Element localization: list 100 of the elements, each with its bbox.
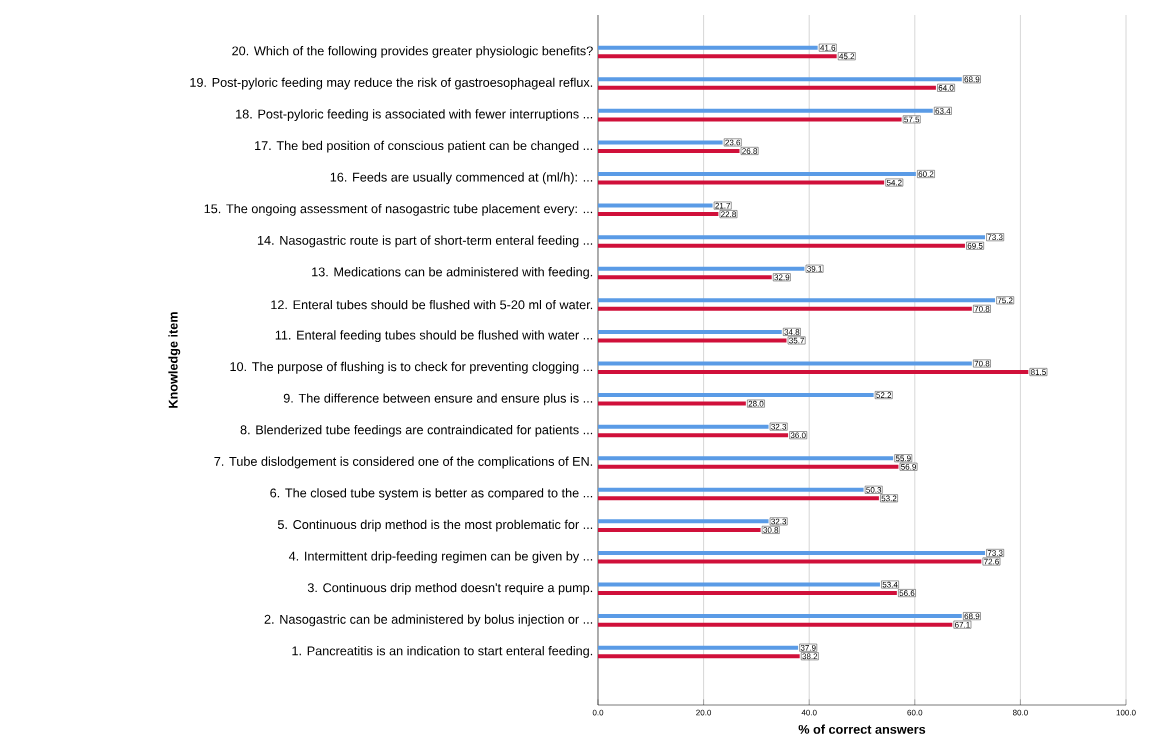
data-label: 45.2 [839, 53, 855, 60]
bar [598, 148, 740, 153]
bar [598, 456, 894, 461]
data-label: 56.6 [899, 590, 915, 597]
y-tick-label: 7. Tube dislodgement is considered one of the complications of EN. [214, 456, 593, 469]
bar [598, 582, 880, 587]
x-axis-title: % of correct answers [798, 724, 926, 734]
data-label: 23.6 [725, 139, 741, 146]
data-label: 37.9 [800, 644, 816, 651]
data-label: 36.0 [790, 432, 806, 439]
bar [598, 338, 787, 343]
bar [598, 519, 769, 524]
data-label: 32.3 [771, 423, 787, 430]
bar [598, 464, 899, 469]
bar [598, 622, 953, 627]
data-label: 70.8 [974, 306, 990, 312]
data-label: 38.2 [802, 653, 818, 660]
y-tick-label: 6. The closed tube system is better as compared to the ... [270, 488, 593, 500]
data-label: 41.6 [820, 44, 836, 51]
data-label: 50.3 [866, 487, 882, 493]
data-label: 56.9 [901, 464, 916, 470]
bar [598, 329, 782, 334]
data-label: 28.0 [748, 400, 764, 407]
bar [598, 487, 864, 492]
y-tick-label: 4. Intermittent drip-feeding regimen can be given by ... [288, 551, 593, 564]
bar [598, 235, 986, 240]
bar [598, 645, 799, 650]
bar [598, 117, 902, 122]
x-tick-label: 40.0 [801, 709, 817, 716]
data-label: 64.0 [938, 85, 954, 91]
bar [598, 212, 719, 217]
bar [598, 298, 996, 303]
bar [598, 54, 837, 59]
x-tick-label: 80.0 [1012, 709, 1028, 716]
bar [598, 180, 885, 185]
y-tick-label: 2. Nasogastric can be administered by bolus injection or ... [264, 614, 593, 627]
y-tick-label: 8. Blenderized tube feedings are contraindicated for patients ... [240, 425, 593, 437]
y-tick-label: 18. Post-pyloric feeding is associated with fewer interruptions ... [236, 109, 593, 122]
bar [598, 496, 879, 501]
x-tick-label: 0.0 [592, 709, 604, 716]
y-tick-label: 20. Which of the following provides greater physiologic benefits? [232, 46, 593, 58]
y-tick-label: 13. Medications can be administered with feeding. [312, 267, 593, 279]
data-label: 69.5 [967, 242, 983, 249]
data-label: 57.5 [904, 116, 920, 123]
bar [598, 550, 986, 555]
data-label: 22.8 [721, 211, 736, 218]
bar [598, 614, 962, 619]
data-label: 68.9 [964, 613, 980, 620]
y-axis-title: Knowledge item [168, 312, 181, 408]
bar [598, 266, 805, 271]
y-tick-label: 17. The bed position of conscious patient can be changed ... [255, 140, 593, 153]
bar [598, 203, 713, 208]
data-label: 52.2 [876, 392, 892, 399]
y-tick-label: 11. Enteral feeding tubes should be flushed with water ... [275, 330, 593, 343]
bar [598, 527, 761, 532]
bar [598, 172, 916, 177]
data-label: 70.8 [974, 360, 990, 367]
bar [598, 108, 933, 113]
data-label: 32.3 [771, 518, 787, 525]
bar [598, 243, 965, 248]
x-tick-label: 100.0 [1116, 709, 1136, 716]
data-label: 21.7 [715, 202, 731, 209]
bar [598, 433, 789, 438]
bar [598, 77, 962, 82]
data-label: 54.2 [886, 179, 902, 186]
y-tick-label: 12. Enteral tubes should be flushed with 5-20 ml of water. [271, 299, 593, 310]
y-tick-label: 14. Nasogastric route is part of short-term enteral feeding ... [257, 235, 593, 248]
data-label: 34.8 [784, 329, 800, 335]
y-tick-label: 19. Post-pyloric feeding may reduce the risk of gastroesophageal reflux. [190, 77, 593, 90]
data-label: 35.7 [789, 337, 805, 344]
data-label: 39.1 [807, 266, 822, 272]
bar [598, 393, 874, 398]
bar [598, 45, 818, 50]
bar [598, 85, 936, 90]
x-tick-label: 60.0 [907, 709, 923, 716]
data-label: 75.2 [997, 297, 1013, 304]
data-label: 63.4 [935, 108, 951, 114]
data-label: 32.9 [774, 274, 790, 281]
data-label: 73.3 [987, 234, 1003, 241]
bar [598, 591, 897, 596]
bar [598, 361, 972, 366]
data-label: 60.2 [918, 171, 934, 177]
data-label: 81.5 [1031, 369, 1046, 375]
bar [598, 306, 972, 311]
x-tick-label: 20.0 [696, 709, 712, 716]
bar [598, 370, 1029, 375]
y-tick-label: 9. The difference between ensure and ensure plus is ... [283, 393, 593, 406]
data-label: 55.9 [895, 455, 911, 462]
bar [598, 275, 772, 280]
data-label: 53.2 [881, 495, 897, 502]
data-label: 67.1 [955, 621, 970, 628]
data-label: 26.8 [742, 148, 758, 154]
bar [598, 654, 800, 659]
bar [598, 559, 982, 564]
y-tick-label: 5. Continuous drip method is the most problematic for ... [277, 519, 593, 532]
bar [598, 401, 746, 406]
y-tick-label: 16. Feeds are usually commenced at (ml/h): ... [330, 172, 593, 185]
data-label: 30.8 [763, 527, 779, 533]
data-label: 72.6 [984, 558, 999, 565]
data-label: 73.3 [987, 550, 1003, 556]
